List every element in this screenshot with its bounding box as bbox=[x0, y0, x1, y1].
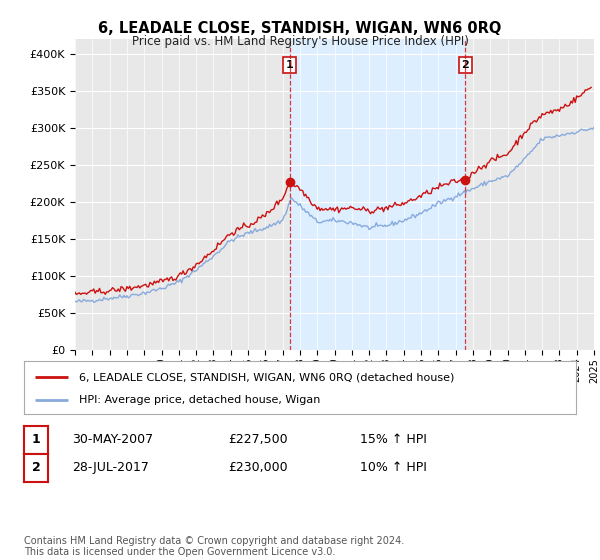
Text: 1: 1 bbox=[32, 433, 40, 446]
Text: 30-MAY-2007: 30-MAY-2007 bbox=[72, 433, 153, 446]
Text: 2: 2 bbox=[461, 60, 469, 70]
Text: 15% ↑ HPI: 15% ↑ HPI bbox=[360, 433, 427, 446]
Text: HPI: Average price, detached house, Wigan: HPI: Average price, detached house, Wiga… bbox=[79, 394, 320, 404]
Text: 28-JUL-2017: 28-JUL-2017 bbox=[72, 461, 149, 474]
Text: 1: 1 bbox=[286, 60, 293, 70]
Text: £227,500: £227,500 bbox=[228, 433, 287, 446]
Text: 6, LEADALE CLOSE, STANDISH, WIGAN, WN6 0RQ: 6, LEADALE CLOSE, STANDISH, WIGAN, WN6 0… bbox=[98, 21, 502, 36]
Text: £230,000: £230,000 bbox=[228, 461, 287, 474]
Text: Contains HM Land Registry data © Crown copyright and database right 2024.
This d: Contains HM Land Registry data © Crown c… bbox=[24, 535, 404, 557]
Bar bbox=[290, 39, 466, 350]
Text: Price paid vs. HM Land Registry's House Price Index (HPI): Price paid vs. HM Land Registry's House … bbox=[131, 35, 469, 48]
Text: 6, LEADALE CLOSE, STANDISH, WIGAN, WN6 0RQ (detached house): 6, LEADALE CLOSE, STANDISH, WIGAN, WN6 0… bbox=[79, 372, 455, 382]
Text: 10% ↑ HPI: 10% ↑ HPI bbox=[360, 461, 427, 474]
Text: 2: 2 bbox=[32, 461, 40, 474]
